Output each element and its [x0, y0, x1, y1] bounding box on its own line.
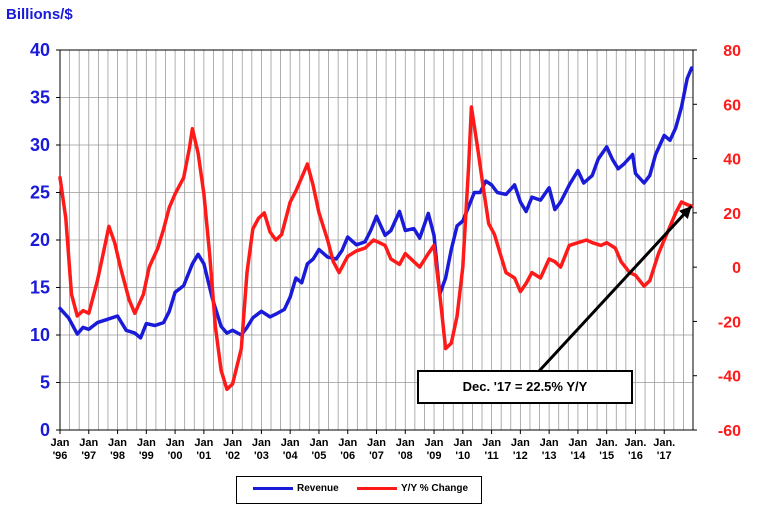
x-tick-label-month: Jan — [568, 437, 587, 449]
x-tick-label-year: '16 — [628, 450, 643, 462]
x-tick-label-month: Jan — [223, 437, 242, 449]
annotation-callout: Dec. '17 = 22.5% Y/Y — [417, 370, 633, 404]
x-tick-label-year: '13 — [542, 450, 557, 462]
x-tick-label-month: Jan — [79, 437, 98, 449]
annotation-arrow — [533, 205, 693, 377]
right-axis-ticks: -60 -40 -20 0 20 40 60 80 — [693, 43, 741, 440]
legend-swatch-yy-change — [357, 486, 397, 490]
x-tick-label-year: '17 — [657, 450, 672, 462]
annotation-arrow-line — [533, 205, 693, 377]
annotation-arrow-head — [679, 206, 692, 219]
x-tick-label-month: Jan — [166, 437, 185, 449]
left-tick-label: 5 — [40, 373, 50, 393]
x-tick-label-month: Jan — [425, 437, 444, 449]
x-tick-label-year: '02 — [225, 450, 240, 462]
series-line-yy-change — [58, 105, 694, 392]
x-tick-label-year: '00 — [168, 450, 183, 462]
x-tick-label-year: '96 — [53, 450, 68, 462]
x-tick-label-month: Jan — [309, 437, 328, 449]
right-tick-label: 40 — [723, 152, 741, 169]
x-tick-label-month: Jan — [108, 437, 127, 449]
x-tick-label-year: '10 — [455, 450, 470, 462]
right-tick-label: 80 — [723, 43, 741, 60]
x-tick-label-month: Jan — [396, 437, 415, 449]
right-tick-label: -60 — [718, 423, 741, 440]
x-tick-label-month: Jan — [252, 437, 271, 449]
x-tick-label-month: Jan — [281, 437, 300, 449]
x-tick-label-year: '01 — [196, 450, 211, 462]
legend-item-yy-change: Y/Y % Change — [357, 483, 468, 494]
legend-label-revenue: Revenue — [297, 483, 339, 494]
x-tick-label-month: Jan — [51, 437, 70, 449]
x-tick-label-month: Jan — [511, 437, 530, 449]
left-tick-label: 0 — [40, 420, 50, 440]
x-tick-label-year: '97 — [81, 450, 96, 462]
x-tick-label-month: Jan — [194, 437, 213, 449]
x-tick-label-year: '04 — [283, 450, 299, 462]
left-tick-label: 20 — [30, 230, 50, 250]
x-tick-label-month: Jan — [540, 437, 559, 449]
x-tick-label-year: '11 — [484, 450, 498, 462]
x-tick-label-year: '07 — [369, 450, 384, 462]
legend: Revenue Y/Y % Change — [236, 476, 482, 504]
x-tick-label-month: Jan — [338, 437, 357, 449]
x-tick-label-month: Jan. — [596, 437, 618, 449]
x-tick-label-month: Jan. — [624, 437, 646, 449]
x-tick-label-year: '15 — [599, 450, 614, 462]
x-tick-label-month: Jan — [137, 437, 156, 449]
legend-swatch-revenue — [253, 486, 293, 490]
series-line-revenue — [58, 66, 694, 340]
left-tick-label: 15 — [30, 278, 50, 298]
x-tick-label-month: Jan — [482, 437, 501, 449]
legend-item-revenue: Revenue — [253, 483, 339, 494]
left-tick-label: 40 — [30, 40, 50, 60]
x-tick-label-month: Jan. — [653, 437, 675, 449]
series-lines — [58, 66, 694, 392]
x-tick-label-year: '14 — [570, 450, 586, 462]
y-axis-title: Billions/$ — [6, 6, 73, 23]
x-tick-label-year: '08 — [398, 450, 413, 462]
right-tick-label: 60 — [723, 97, 741, 114]
legend-label-yy-change: Y/Y % Change — [401, 483, 469, 494]
right-tick-label: -40 — [718, 369, 741, 386]
right-tick-label: 0 — [732, 260, 741, 277]
left-tick-label: 10 — [30, 325, 50, 345]
x-tick-label-year: '98 — [110, 450, 125, 462]
right-tick-label: 20 — [723, 206, 741, 223]
x-axis-ticks: Jan'96Jan'97Jan'98Jan'99Jan'00Jan'01Jan'… — [51, 430, 675, 462]
right-tick-label: -20 — [718, 314, 741, 331]
x-tick-label-month: Jan — [453, 437, 472, 449]
x-tick-label-year: '03 — [254, 450, 269, 462]
x-tick-label-year: '12 — [513, 450, 528, 462]
left-axis-ticks: 0 5 10 15 20 25 30 35 40 — [30, 40, 60, 440]
left-tick-label: 30 — [30, 135, 50, 155]
x-tick-label-year: '99 — [139, 450, 154, 462]
left-tick-label: 35 — [30, 88, 50, 108]
x-tick-label-year: '05 — [312, 450, 327, 462]
x-tick-label-month: Jan — [367, 437, 386, 449]
x-tick-label-year: '09 — [427, 450, 442, 462]
left-tick-label: 25 — [30, 183, 50, 203]
x-tick-label-year: '06 — [340, 450, 355, 462]
